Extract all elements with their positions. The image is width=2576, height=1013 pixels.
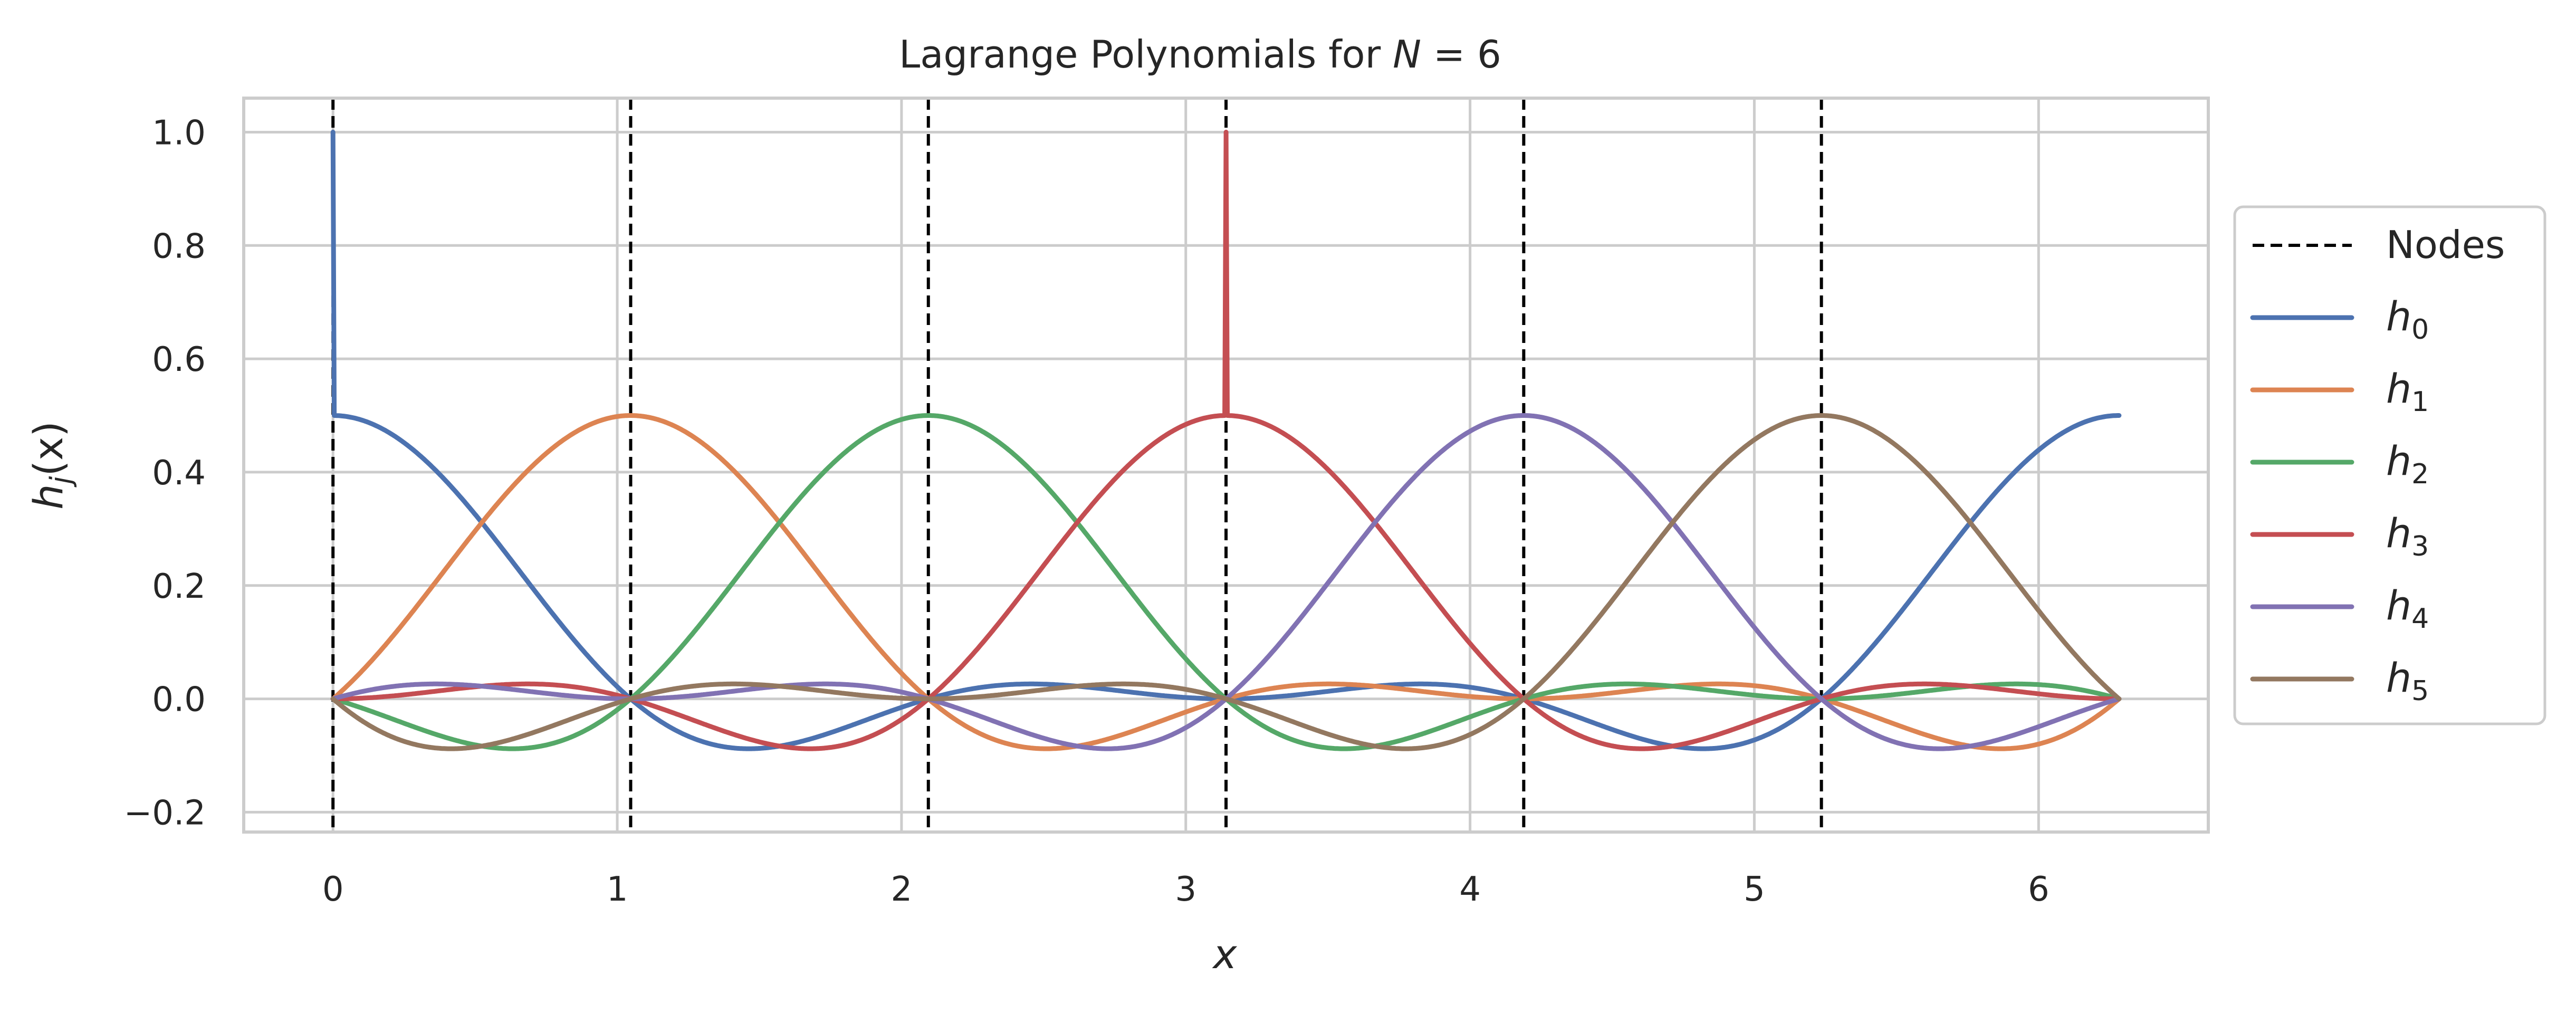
legend-label-h5: h5: [2386, 654, 2429, 707]
x-tick-label: 3: [1175, 870, 1196, 909]
y-axis-label: hj(x): [25, 421, 78, 509]
x-tick-label: 1: [607, 870, 628, 909]
y-tick-label: 0.8: [152, 227, 206, 266]
legend-entries: Nodes h0 h1 h2 h3 h4 h5: [2250, 223, 2505, 707]
x-axis-label: x: [1212, 931, 1238, 978]
x-tick-label: 5: [1744, 870, 1765, 909]
chart-title: Lagrange Polynomials for N = 6: [899, 32, 1501, 77]
series-line-h5: [330, 413, 2122, 751]
x-tick-label: 6: [2028, 870, 2050, 909]
y-tick-label: 0.0: [152, 681, 206, 720]
legend-label-h0: h0: [2386, 293, 2429, 346]
x-tick-label: 2: [891, 870, 913, 909]
x-tick-labels: 0 1 2 3 4 5 6: [322, 870, 2050, 909]
axes-frame: [242, 97, 2210, 834]
legend-frame: [2233, 205, 2546, 725]
legend-label-nodes: Nodes: [2386, 223, 2505, 267]
x-tick-label: 0: [322, 870, 344, 909]
legend-label-h4: h4: [2386, 582, 2429, 635]
y-tick-label: −0.2: [124, 794, 206, 833]
node-lines: [331, 98, 1823, 832]
x-tick-label: 4: [1459, 870, 1481, 909]
y-tick-label: 0.6: [152, 340, 206, 379]
legend: Nodes h0 h1 h2 h3 h4 h5: [2233, 205, 2546, 725]
series-lines: [330, 129, 2122, 751]
y-tick-label: 0.2: [152, 567, 206, 606]
y-tick-label: 1.0: [152, 113, 206, 152]
y-tick-label: 0.4: [152, 454, 206, 493]
legend-label-h3: h3: [2386, 510, 2429, 562]
y-tick-labels: −0.2 0.0 0.2 0.4 0.6 0.8 1.0: [124, 113, 206, 833]
legend-label-h1: h1: [2386, 365, 2429, 418]
legend-label-h2: h2: [2386, 437, 2429, 490]
